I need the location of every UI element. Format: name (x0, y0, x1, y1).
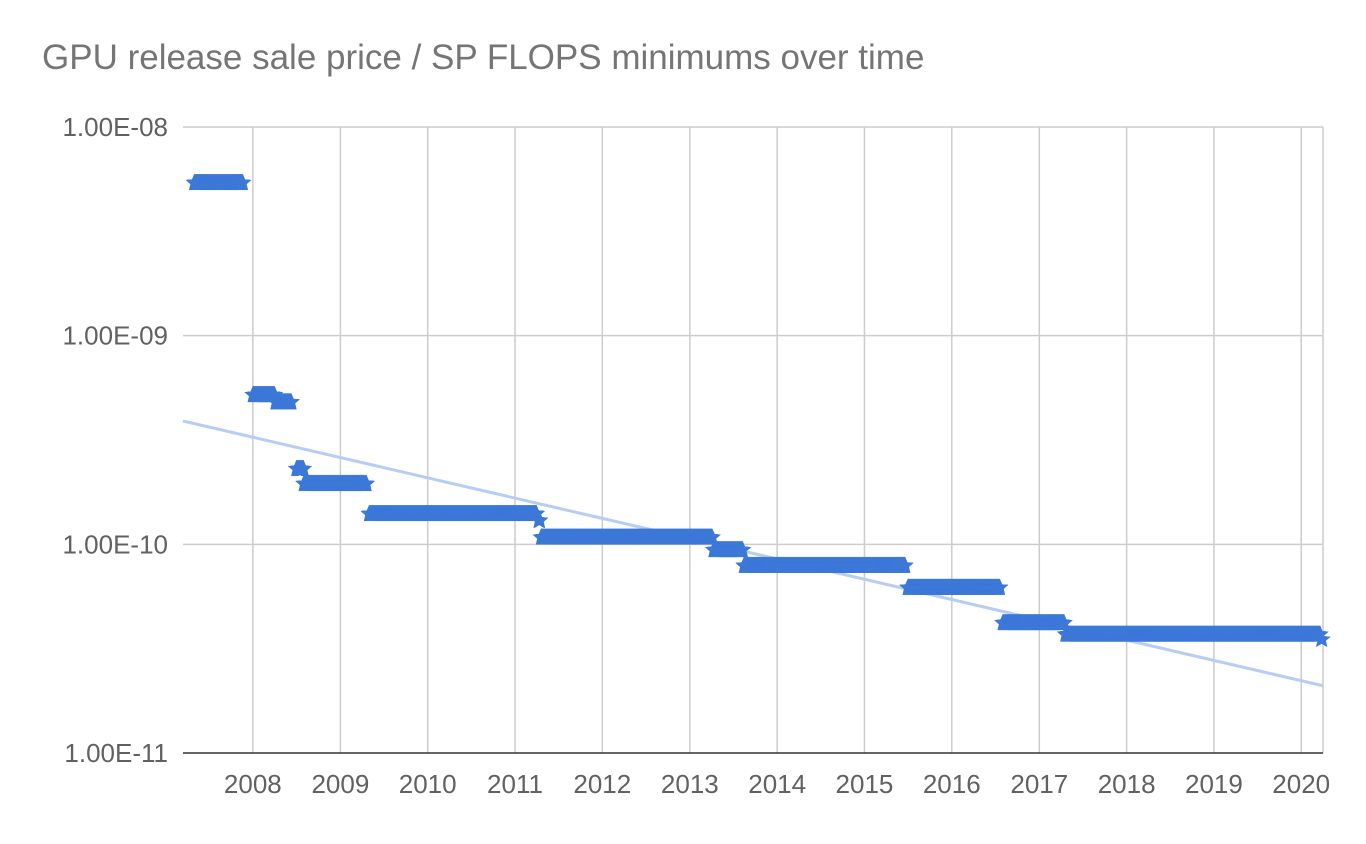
y-tick-label: 1.00E-10 (62, 529, 168, 559)
data-point (234, 173, 252, 191)
data-point (1313, 630, 1331, 647)
x-tick-label: 2009 (311, 769, 369, 799)
data-point (282, 393, 300, 410)
y-tick-label: 1.00E-09 (62, 321, 168, 351)
data-point (734, 540, 752, 558)
y-tick-label: 1.00E-08 (62, 112, 168, 142)
x-tick-label: 2014 (748, 769, 806, 799)
data-point (896, 556, 914, 573)
x-tick-label: 2019 (1185, 769, 1243, 799)
x-tick-label: 2010 (399, 769, 457, 799)
data-points (185, 173, 1331, 647)
trendline-layer (182, 419, 1324, 688)
x-tick-label: 2018 (1098, 769, 1156, 799)
data-point (991, 578, 1009, 595)
data-point (357, 474, 376, 492)
x-tick-label: 2013 (661, 769, 719, 799)
x-tick-label: 2016 (923, 769, 981, 799)
x-tick-label: 2020 (1272, 769, 1330, 799)
x-tick-label: 2008 (224, 769, 282, 799)
x-tick-label: 2011 (487, 769, 543, 799)
x-tick-label: 2017 (1010, 769, 1068, 799)
data-point (703, 528, 721, 545)
trendline (182, 419, 1324, 688)
y-tick-label: 1.00E-11 (64, 738, 168, 768)
x-tick-label: 2015 (836, 769, 894, 799)
data-point (294, 459, 313, 477)
tick-labels: 1.00E-08 1.00E-09 1.00E-10 1.00E-11 2008 2009… (62, 112, 1330, 799)
grid-lines (183, 126, 1324, 753)
data-point (531, 511, 549, 528)
chart-title: GPU release sale price / SP FLOPS minimu… (42, 38, 925, 77)
x-tick-label: 2012 (573, 769, 631, 799)
